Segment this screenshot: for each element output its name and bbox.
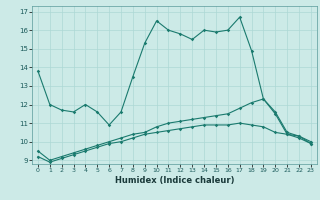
X-axis label: Humidex (Indice chaleur): Humidex (Indice chaleur) [115,176,234,185]
